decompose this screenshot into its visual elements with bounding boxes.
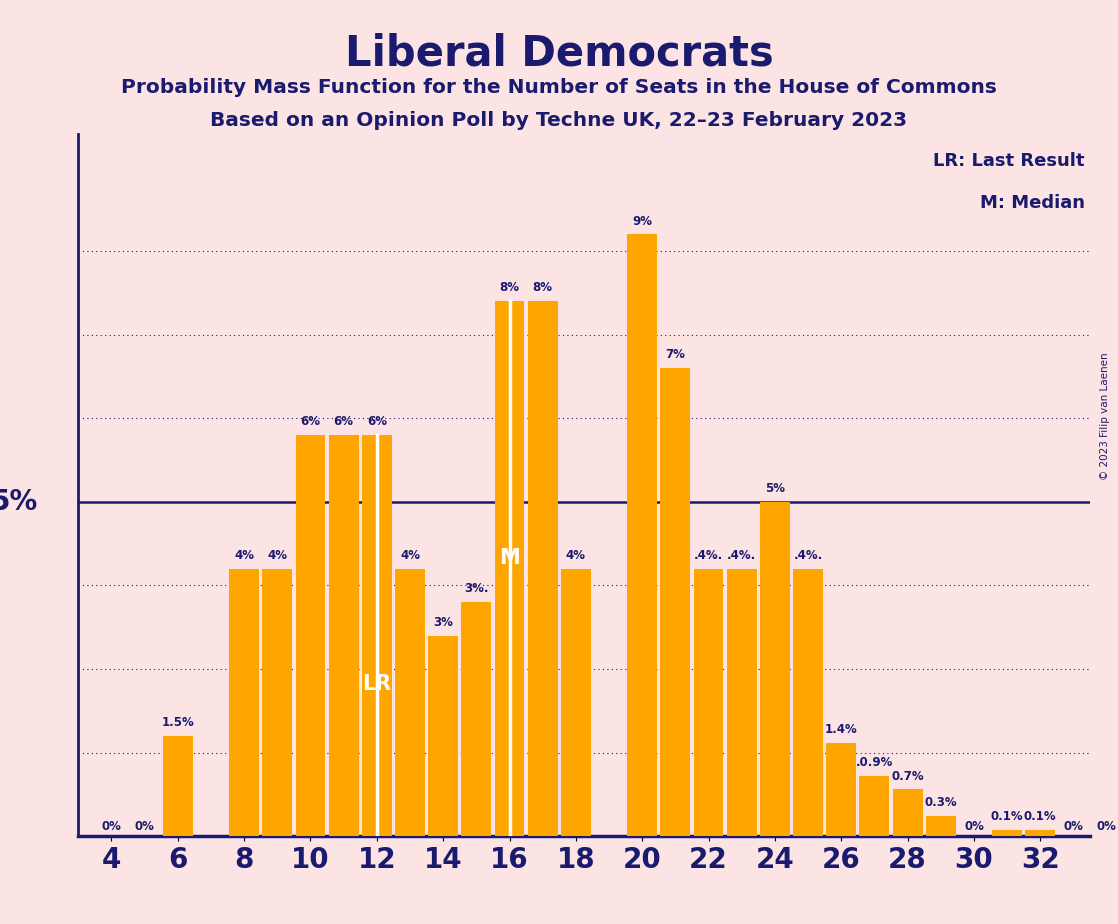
Text: 4%: 4% (566, 549, 586, 562)
Bar (661, 368, 690, 836)
Text: 0.3%: 0.3% (925, 796, 957, 809)
Text: .0.9%: .0.9% (855, 757, 893, 770)
Bar (395, 568, 425, 836)
Text: 0%: 0% (102, 820, 122, 833)
Text: 4%: 4% (267, 549, 287, 562)
Text: 0.1%: 0.1% (1024, 809, 1057, 823)
Text: LR: Last Result: LR: Last Result (934, 152, 1084, 169)
Bar (561, 568, 590, 836)
Bar (892, 789, 922, 836)
Bar (428, 636, 458, 836)
Text: .4%.: .4%. (727, 549, 757, 562)
Text: 0.1%: 0.1% (991, 809, 1023, 823)
Bar (528, 301, 558, 836)
Text: 6%: 6% (301, 415, 321, 428)
Bar (860, 776, 889, 836)
Bar (295, 435, 325, 836)
Bar (1025, 830, 1055, 836)
Text: M: Median: M: Median (980, 194, 1084, 212)
Text: 6%: 6% (333, 415, 353, 428)
Bar (263, 568, 292, 836)
Text: 0%: 0% (134, 820, 154, 833)
Text: 0%: 0% (964, 820, 984, 833)
Text: Liberal Democrats: Liberal Democrats (344, 32, 774, 74)
Bar (727, 568, 757, 836)
Text: 3%.: 3%. (464, 582, 489, 595)
Bar (760, 502, 789, 836)
Text: Probability Mass Function for the Number of Seats in the House of Commons: Probability Mass Function for the Number… (121, 78, 997, 97)
Bar (462, 602, 491, 836)
Bar (163, 736, 192, 836)
Text: © 2023 Filip van Laenen: © 2023 Filip van Laenen (1100, 352, 1110, 480)
Text: .4%.: .4%. (794, 549, 823, 562)
Text: 0%: 0% (1097, 820, 1117, 833)
Text: 9%: 9% (632, 214, 652, 227)
Bar (362, 435, 391, 836)
Bar (693, 568, 723, 836)
Text: 1.5%: 1.5% (161, 716, 195, 729)
Text: 5%: 5% (0, 488, 38, 516)
Text: 8%: 8% (500, 282, 520, 295)
Text: 0.7%: 0.7% (891, 770, 923, 783)
Text: 6%: 6% (367, 415, 387, 428)
Text: 7%: 7% (665, 348, 685, 361)
Bar (793, 568, 823, 836)
Bar (494, 301, 524, 836)
Text: 4%: 4% (400, 549, 420, 562)
Bar (992, 830, 1022, 836)
Text: 3%: 3% (434, 616, 453, 629)
Text: M: M (499, 548, 520, 568)
Bar (627, 235, 657, 836)
Text: LR: LR (362, 674, 391, 694)
Text: 1.4%: 1.4% (825, 723, 858, 736)
Text: 8%: 8% (532, 282, 552, 295)
Bar (926, 816, 956, 836)
Text: 5%: 5% (765, 482, 785, 495)
Text: .4%.: .4%. (694, 549, 723, 562)
Text: 4%: 4% (234, 549, 254, 562)
Text: 0%: 0% (1063, 820, 1083, 833)
Bar (329, 435, 359, 836)
Text: Based on an Opinion Poll by Techne UK, 22–23 February 2023: Based on an Opinion Poll by Techne UK, 2… (210, 111, 908, 130)
Bar (826, 743, 856, 836)
Bar (229, 568, 259, 836)
